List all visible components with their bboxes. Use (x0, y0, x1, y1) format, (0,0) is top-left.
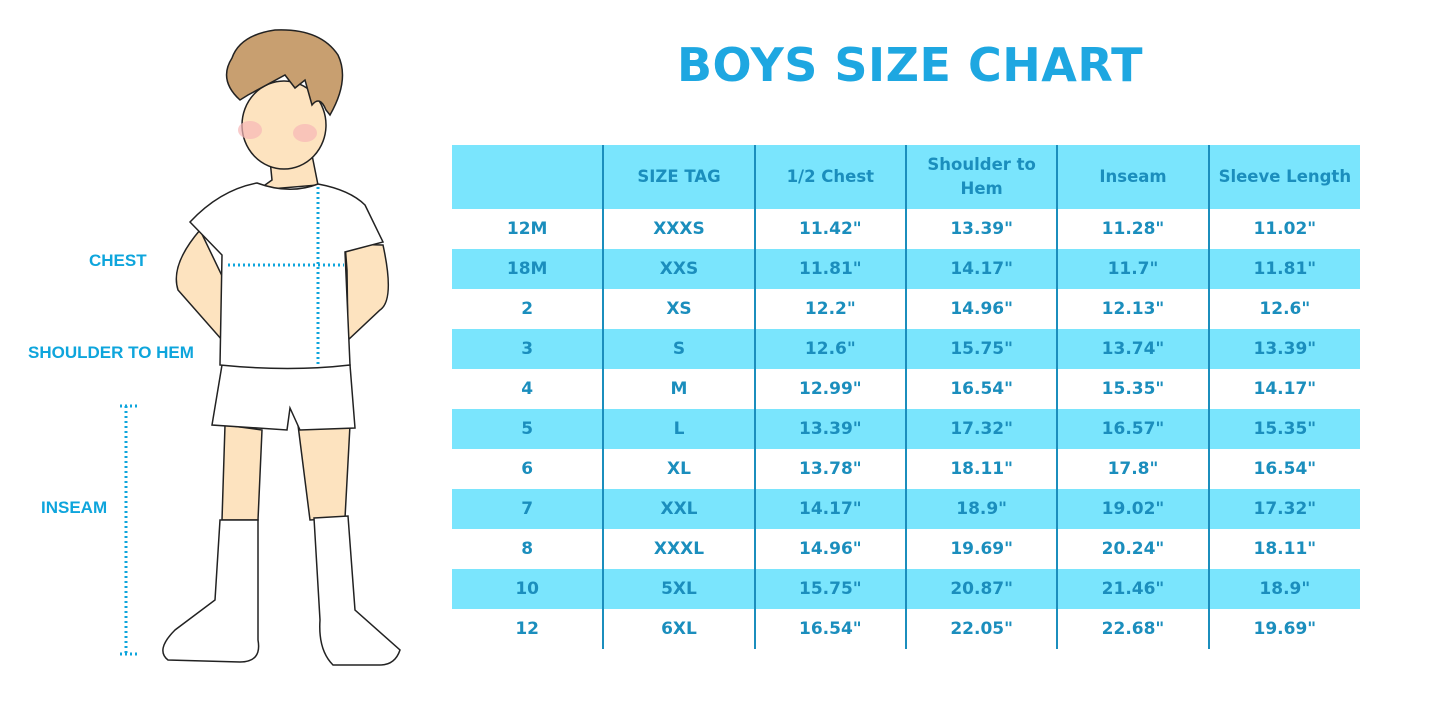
table-cell: 19.69" (1207, 609, 1360, 649)
table-row: 5 L 13.39" 17.32" 16.57" 15.35" (452, 409, 1360, 449)
table-cell: 11.7" (1056, 249, 1209, 289)
age-size-cell: 8 (521, 539, 534, 559)
age-size-cell: 12M (506, 219, 548, 239)
table-cell: 18.9" (1207, 569, 1360, 609)
table-cell: 19.02" (1056, 489, 1209, 529)
table-cell: 11.81" (1207, 249, 1360, 289)
age-size-cell: 10 (452, 569, 604, 609)
table-row: 12 6XL 16.54" 22.05" 22.68" 19.69" (452, 609, 1360, 649)
table-cell: XXS (602, 249, 755, 289)
table-cell: 15.35" (1207, 409, 1360, 449)
table-cell: 16.57" (1056, 409, 1209, 449)
table-cell: 14.17" (1207, 369, 1360, 409)
table-cell: 12.99" (753, 369, 906, 409)
table-cell: 20.24" (1056, 529, 1209, 569)
table-cell: 17.8" (1056, 449, 1209, 489)
table-cell: 19.69" (904, 529, 1058, 569)
table-cell: 15.75" (753, 569, 906, 609)
table-cell: XL (602, 449, 755, 489)
column-header: 1/2 Chest (753, 145, 906, 209)
column-header: Sleeve Length (1207, 145, 1360, 209)
table-cell: 12.2" (753, 289, 906, 329)
chart-title: BOYS SIZE CHART (676, 38, 1144, 92)
table-cell: 14.17" (904, 249, 1058, 289)
table-cell: 22.68" (1056, 609, 1209, 649)
table-cell: 14.96" (753, 529, 906, 569)
table-row: 4 M 12.99" 16.54" 15.35" 14.17" (452, 369, 1360, 409)
table-cell: 15.75" (904, 329, 1058, 369)
table-cell: 18.11" (904, 449, 1058, 489)
table-cell: XXXL (602, 529, 755, 569)
age-size-cell: 5 (452, 409, 604, 449)
table-row: 12M XXXS 11.42" 13.39" 11.28" 11.02" (452, 209, 1360, 249)
table-row: 3 S 12.6" 15.75" 13.74" 13.39" (452, 329, 1360, 369)
table-row: 7 XXL 14.17" 18.9" 19.02" 17.32" (452, 489, 1360, 529)
table-cell: XXXS (602, 209, 755, 249)
age-size-cell: 6 (521, 459, 534, 479)
age-size-cell: 12 (515, 619, 539, 639)
table-cell: 16.54" (904, 369, 1058, 409)
table-cell: 14.96" (904, 289, 1058, 329)
table-cell: 13.74" (1056, 329, 1209, 369)
table-row: 10 5XL 15.75" 20.87" 21.46" 18.9" (452, 569, 1360, 609)
table-cell: 13.39" (904, 209, 1058, 249)
table-row: 6 XL 13.78" 18.11" 17.8" 16.54" (452, 449, 1360, 489)
inseam-label: INSEAM (41, 498, 108, 517)
table-cell: 16.54" (1207, 449, 1360, 489)
shoulder-to-hem-label: SHOULDER TO HEM (28, 343, 194, 362)
boy-figure-icon (120, 29, 401, 666)
table-cell: 12.13" (1056, 289, 1209, 329)
age-size-cell: 7 (452, 489, 604, 529)
age-size-cell: 18M (452, 249, 604, 289)
table-cell: 13.39" (1207, 329, 1360, 369)
table-cell: 15.35" (1056, 369, 1209, 409)
table-cell: 5XL (602, 569, 755, 609)
column-header: Inseam (1056, 145, 1209, 209)
table-cell: 14.17" (753, 489, 906, 529)
table-cell: XS (602, 289, 755, 329)
boy-measurement-illustration: CHEST SHOULDER TO HEM INSEAM (0, 0, 440, 723)
table-cell: 22.05" (904, 609, 1058, 649)
table-cell: 13.39" (753, 409, 906, 449)
table-cell: 17.32" (904, 409, 1058, 449)
table-cell: 11.81" (753, 249, 906, 289)
table-header-row: SIZE TAG 1/2 Chest Shoulder to Hem Inseam Sl… (452, 145, 1360, 209)
size-table: SIZE TAG 1/2 Chest Shoulder to Hem Inseam Sl… (452, 145, 1360, 649)
table-cell: 18.11" (1207, 529, 1360, 569)
table-row: 2 XS 12.2" 14.96" 12.13" 12.6" (452, 289, 1360, 329)
table-cell: M (602, 369, 755, 409)
table-cell: 16.54" (753, 609, 906, 649)
column-header: Shoulder to Hem (904, 145, 1058, 209)
table-cell: S (602, 329, 755, 369)
table-cell: 11.28" (1056, 209, 1209, 249)
column-header (452, 145, 604, 209)
age-size-cell: 4 (521, 379, 534, 399)
table-row: 18M XXS 11.81" 14.17" 11.7" 11.81" (452, 249, 1360, 289)
column-header: SIZE TAG (602, 145, 755, 209)
table-row: 8 XXXL 14.96" 19.69" 20.24" 18.11" (452, 529, 1360, 569)
table-cell: 21.46" (1056, 569, 1209, 609)
table-cell: 20.87" (904, 569, 1058, 609)
table-cell: 12.6" (753, 329, 906, 369)
table-cell: 6XL (602, 609, 755, 649)
table-cell: L (602, 409, 755, 449)
age-size-cell: 3 (452, 329, 604, 369)
chest-label: CHEST (89, 251, 147, 270)
table-cell: 17.32" (1207, 489, 1360, 529)
table-cell: 18.9" (904, 489, 1058, 529)
table-cell: XXL (602, 489, 755, 529)
table-cell: 13.78" (753, 449, 906, 489)
table-cell: 12.6" (1207, 289, 1360, 329)
table-cell: 11.42" (753, 209, 906, 249)
age-size-cell: 2 (521, 299, 534, 319)
table-cell: 11.02" (1207, 209, 1360, 249)
